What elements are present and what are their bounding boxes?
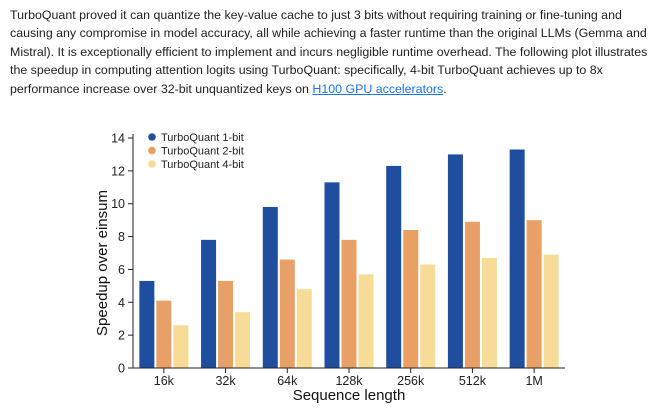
y-axis: 0 2 4 6 8 10 12 14 xyxy=(111,132,134,376)
y-tick: 0 xyxy=(118,362,133,376)
bar-turboquant-4-bit-256k xyxy=(420,264,436,368)
y-tick: 6 xyxy=(118,263,133,277)
bar-turboquant-2-bit-128k xyxy=(341,239,357,368)
x-tick: 1M xyxy=(525,368,543,388)
x-tick-label: 128k xyxy=(335,374,363,388)
x-tick: 64k xyxy=(277,368,298,388)
bar-turboquant-1-bit-512k xyxy=(447,154,463,368)
bar-turboquant-2-bit-1m xyxy=(526,220,542,368)
y-tick: 12 xyxy=(111,164,133,178)
bar-turboquant-4-bit-512k xyxy=(481,257,497,368)
legend-item: TurboQuant 2-bit xyxy=(148,146,244,158)
intro-text: TurboQuant proved it can quantize the ke… xyxy=(10,8,648,96)
legend-marker xyxy=(148,160,156,168)
y-tick: 14 xyxy=(111,132,133,146)
bar-turboquant-1-bit-32k xyxy=(201,239,217,368)
bar-turboquant-2-bit-16k xyxy=(156,300,172,368)
x-tick-label: 512k xyxy=(459,374,487,388)
y-tick-label: 14 xyxy=(111,132,125,146)
bar-turboquant-4-bit-16k xyxy=(173,325,189,368)
speedup-bar-chart: 0 2 4 6 8 10 12 14 16k 32k 64k 128k 256k 512k 1M Turb… xyxy=(94,132,565,404)
legend-label: TurboQuant 4-bit xyxy=(161,159,244,171)
bar-turboquant-4-bit-64k xyxy=(296,289,312,368)
bar-turboquant-4-bit-1m xyxy=(543,254,559,368)
y-tick: 2 xyxy=(118,329,133,343)
bar-turboquant-4-bit-32k xyxy=(235,312,251,368)
y-tick-label: 6 xyxy=(118,263,125,277)
intro-text-end: . xyxy=(443,81,447,96)
bar-turboquant-2-bit-512k xyxy=(464,221,480,368)
y-tick: 8 xyxy=(118,230,133,244)
x-tick: 512k xyxy=(459,368,487,388)
legend: TurboQuant 1-bit TurboQuant 2-bitTurboQua… xyxy=(148,132,244,171)
legend-marker xyxy=(148,146,156,155)
x-axis-title: Sequence length xyxy=(293,387,406,404)
bar-turboquant-1-bit-128k xyxy=(324,182,340,368)
y-tick-label: 10 xyxy=(111,197,125,211)
x-tick-label: 1M xyxy=(525,374,542,388)
legend-label: TurboQuant 1-bit xyxy=(161,132,244,144)
y-tick-label: 0 xyxy=(118,362,125,376)
legend-item: TurboQuant 1-bit xyxy=(148,132,244,144)
x-tick: 256k xyxy=(397,368,425,388)
bar-turboquant-1-bit-16k xyxy=(139,280,155,368)
y-tick-label: 8 xyxy=(118,230,125,244)
x-axis: 16k 32k 64k 128k 256k 512k 1M xyxy=(133,367,565,388)
bar-turboquant-4-bit-128k xyxy=(358,274,374,368)
bar-turboquant-1-bit-256k xyxy=(386,165,402,368)
x-tick: 32k xyxy=(215,368,236,388)
x-tick-label: 32k xyxy=(215,374,236,388)
y-tick-label: 2 xyxy=(118,329,125,343)
y-tick: 4 xyxy=(118,296,133,310)
x-tick-label: 16k xyxy=(154,374,175,388)
x-tick-label: 256k xyxy=(397,374,425,388)
bar-turboquant-1-bit-1m xyxy=(509,149,525,368)
h100-gpu-link[interactable]: H100 GPU accelerators xyxy=(312,81,444,96)
legend-label: TurboQuant 2-bit xyxy=(161,146,244,158)
intro-paragraph: TurboQuant proved it can quantize the ke… xyxy=(10,6,655,98)
legend-marker xyxy=(148,133,156,141)
x-tick: 16k xyxy=(154,368,175,388)
y-tick: 10 xyxy=(111,197,133,211)
bar-turboquant-2-bit-256k xyxy=(403,230,419,368)
bar-turboquant-1-bit-64k xyxy=(262,207,278,368)
y-axis-title: Speedup over einsum xyxy=(94,190,111,336)
bar-turboquant-2-bit-64k xyxy=(279,259,295,368)
bar-turboquant-2-bit-32k xyxy=(218,280,234,368)
x-tick-label: 64k xyxy=(277,374,298,388)
bars-group xyxy=(139,149,559,368)
legend-item: TurboQuant 4-bit xyxy=(148,159,244,171)
y-tick-label: 4 xyxy=(118,296,125,310)
y-tick-label: 12 xyxy=(111,164,125,178)
x-tick: 128k xyxy=(335,368,363,388)
